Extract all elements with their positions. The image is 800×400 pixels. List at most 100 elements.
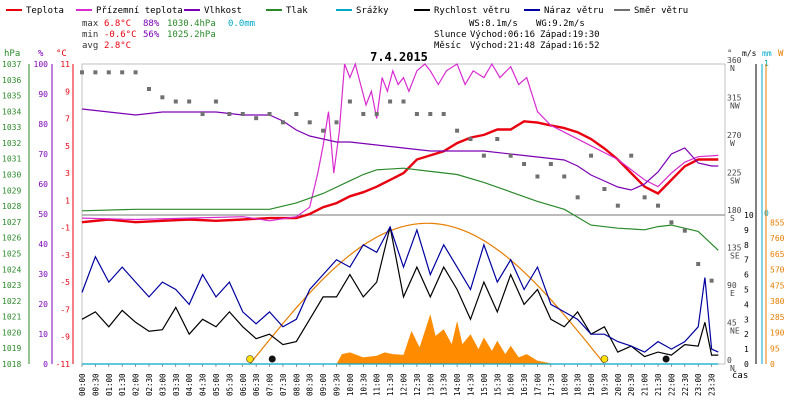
temperature-tick-label: 3 bbox=[65, 169, 70, 178]
wind-direction-point bbox=[535, 174, 540, 179]
x-tick-label: 08:00 bbox=[292, 373, 301, 396]
pressure-tick-label: 1035 bbox=[2, 92, 21, 101]
pressure-tick-label: 1036 bbox=[2, 76, 21, 85]
pressure-tick-label: 1022 bbox=[2, 297, 21, 306]
wind-axis-label: m/s bbox=[742, 49, 757, 58]
humidity-tick-label: 20 bbox=[38, 300, 48, 309]
solar-tick-label: 475 bbox=[770, 281, 785, 290]
x-tick-label: 13:30 bbox=[440, 373, 449, 396]
wind-tick-label: 10 bbox=[744, 211, 754, 220]
wind-direction-point bbox=[280, 120, 285, 125]
series-line-wind bbox=[81, 226, 719, 358]
x-tick-label: 00:30 bbox=[91, 373, 100, 396]
wind-direction-point bbox=[709, 278, 714, 283]
legend-label: Rychlost větru bbox=[434, 6, 510, 16]
humidity-tick-label: 10 bbox=[38, 330, 48, 339]
wind-direction-point bbox=[589, 153, 594, 158]
wind-direction-point bbox=[160, 95, 165, 100]
moon-marker bbox=[662, 355, 670, 363]
x-tick-label: 19:00 bbox=[587, 373, 596, 396]
x-tick-label: 15:30 bbox=[493, 373, 502, 396]
solar-tick-label: 665 bbox=[770, 250, 785, 259]
x-axis-label: čas bbox=[732, 370, 748, 381]
sunrise: Východ:06:16 bbox=[470, 30, 535, 40]
humidity-tick-label: 70 bbox=[38, 150, 48, 159]
solar-tick-label: 190 bbox=[770, 329, 785, 338]
x-tick-label: 05:30 bbox=[225, 373, 234, 396]
plot-area: 1018101910201021102210231024102510261027… bbox=[2, 49, 785, 396]
direction-tick-label: 135 bbox=[727, 244, 742, 253]
direction-cardinal-label: NE bbox=[730, 327, 740, 336]
pressure-tick-label: 1028 bbox=[2, 202, 21, 211]
x-tick-label: 23:30 bbox=[708, 373, 717, 396]
x-tick-label: 13:00 bbox=[426, 373, 435, 396]
wind-gust-max: WG:9.2m/s bbox=[536, 19, 585, 29]
pressure-tick-label: 1037 bbox=[2, 60, 21, 69]
x-tick-label: 12:30 bbox=[413, 373, 422, 396]
x-tick-label: 06:30 bbox=[252, 373, 261, 396]
x-tick-label: 05:00 bbox=[212, 373, 221, 396]
x-tick-label: 10:00 bbox=[346, 373, 355, 396]
wind-tick-label: 9 bbox=[744, 226, 749, 235]
solar-tick-label: 380 bbox=[770, 297, 785, 306]
wind-direction-point bbox=[120, 70, 125, 75]
moonrise: Východ:21:48 bbox=[470, 41, 535, 51]
wind-direction-point bbox=[575, 195, 580, 200]
wind-direction-point bbox=[562, 174, 567, 179]
wind-direction-point bbox=[80, 70, 84, 75]
temperature-tick-label: -7 bbox=[60, 305, 70, 314]
solar-radiation-area bbox=[336, 314, 554, 364]
wind-direction-point bbox=[227, 112, 232, 116]
solar-tick-label: 570 bbox=[770, 266, 785, 275]
x-tick-label: 23:00 bbox=[694, 373, 703, 396]
legend-label: Tlak bbox=[286, 6, 308, 16]
series-line-gust bbox=[81, 225, 719, 353]
x-tick-label: 18:00 bbox=[560, 373, 569, 396]
moon-label: Měsíc bbox=[434, 41, 461, 51]
wind-tick-label: 2 bbox=[744, 330, 749, 339]
x-tick-label: 14:00 bbox=[453, 373, 462, 396]
direction-tick-label: 45 bbox=[727, 319, 737, 328]
pressure-tick-label: 1030 bbox=[2, 171, 21, 180]
temperature-tick-label: 1 bbox=[65, 196, 70, 205]
wind-direction-point bbox=[522, 162, 527, 166]
legend-label: Srážky bbox=[356, 6, 389, 16]
humidity-tick-label: 30 bbox=[38, 270, 48, 279]
wind-direction-point bbox=[361, 112, 366, 116]
humidity-tick-label: 100 bbox=[34, 60, 49, 69]
avg-temp: 2.8°C bbox=[104, 41, 131, 51]
wind-tick-label: 8 bbox=[744, 241, 749, 250]
wind-direction-point bbox=[495, 137, 500, 141]
series-line-ground bbox=[81, 62, 719, 222]
direction-tick-label: 180 bbox=[727, 206, 742, 215]
x-tick-label: 15:00 bbox=[480, 373, 489, 396]
temperature-axis-label: °C bbox=[56, 49, 67, 59]
x-tick-label: 04:00 bbox=[185, 373, 194, 396]
direction-cardinal-label: SE bbox=[730, 252, 740, 261]
rain-tick-label: 1 bbox=[764, 59, 769, 68]
humidity-tick-label: 90 bbox=[38, 90, 48, 99]
wind-tick-label: 1 bbox=[744, 345, 749, 354]
humidity-axis-label: % bbox=[38, 49, 44, 59]
wind-direction-point bbox=[428, 112, 433, 116]
min-humidity: 56% bbox=[143, 30, 160, 40]
solar-theoretical-line bbox=[249, 222, 605, 365]
pressure-tick-label: 1033 bbox=[2, 123, 21, 132]
direction-tick-label: 90 bbox=[727, 281, 737, 290]
wind-direction-point bbox=[669, 220, 674, 225]
chart-title: 7.4.2015 bbox=[370, 50, 428, 64]
wind-direction-point bbox=[213, 99, 218, 104]
humidity-tick-label: 50 bbox=[38, 210, 48, 219]
max-label: max bbox=[82, 19, 99, 29]
x-tick-label: 04:30 bbox=[199, 373, 208, 396]
temperature-tick-label: 9 bbox=[65, 87, 70, 96]
wind-direction-point bbox=[468, 137, 473, 141]
wind-direction-point bbox=[93, 70, 98, 75]
wind-direction-point bbox=[455, 128, 460, 133]
wind-direction-point bbox=[187, 99, 192, 104]
humidity-tick-label: 0 bbox=[43, 360, 48, 369]
wind-direction-point bbox=[629, 153, 634, 158]
humidity-tick-label: 80 bbox=[38, 120, 48, 129]
